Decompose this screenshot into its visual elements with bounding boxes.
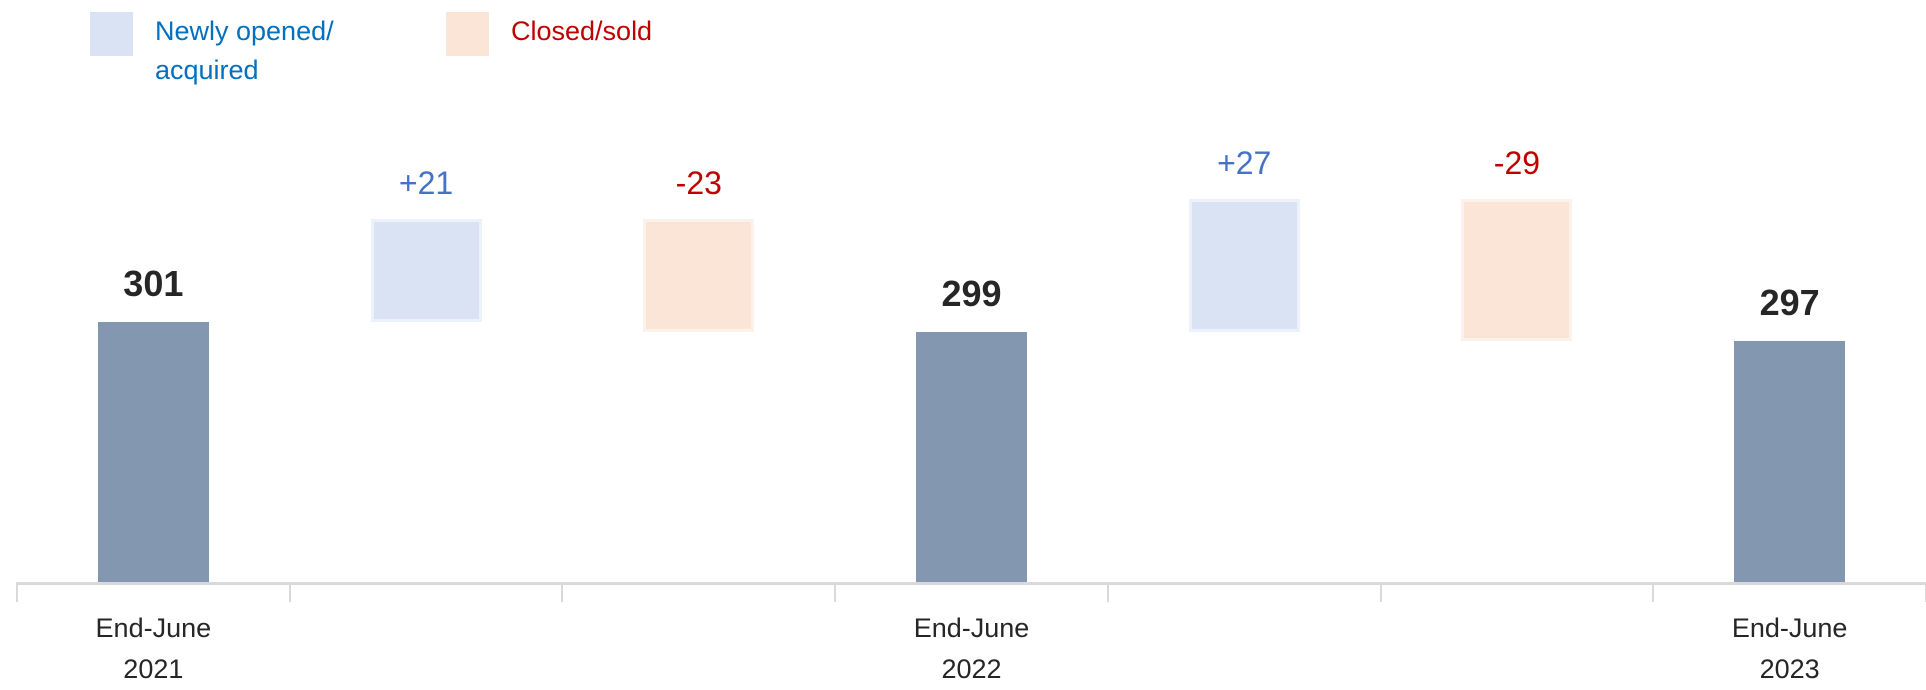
x-tick-label: End-June 2021 [95,613,212,684]
category-separator [16,582,18,602]
x-tick-label: End-June 2022 [913,613,1030,684]
value-label: -29 [1493,144,1541,181]
value-label: 301 [123,262,184,304]
category-separator [288,582,291,602]
category-separator [834,582,837,602]
legend-label: Newly opened/ acquired [155,16,334,85]
bar [1734,341,1846,582]
category-separator [1652,582,1655,602]
legend-swatch [90,12,133,56]
x-axis-line [17,582,1926,585]
legend-swatch [446,12,489,56]
bar [370,218,482,322]
category-separator [1106,582,1109,602]
bar [1461,198,1573,342]
category-separator [561,582,564,602]
bar [643,218,755,332]
value-label: +21 [398,164,454,201]
value-label: 299 [941,272,1002,314]
legend-label: Closed/sold [511,16,653,46]
bar [97,321,209,582]
bar [916,331,1027,582]
bar [1188,198,1300,332]
value-label: 297 [1759,282,1820,324]
x-tick-label: End-June 2023 [1731,613,1848,684]
category-separator [1379,582,1382,602]
value-label: +27 [1217,144,1272,181]
value-label: -23 [675,164,722,201]
